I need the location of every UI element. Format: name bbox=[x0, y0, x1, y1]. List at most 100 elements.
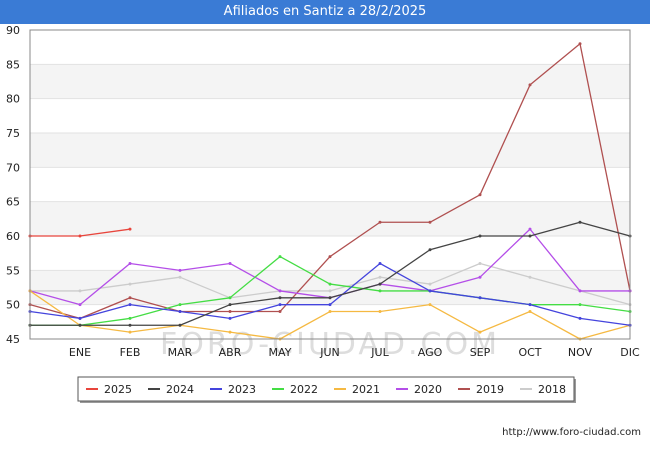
data-point-2023 bbox=[528, 303, 532, 307]
plot-band bbox=[30, 30, 630, 65]
legend-label-2025: 2025 bbox=[104, 383, 132, 396]
data-point-2022 bbox=[178, 303, 182, 307]
x-tick-label: SEP bbox=[470, 346, 491, 359]
data-point-2022 bbox=[378, 289, 382, 293]
y-tick-label: 85 bbox=[6, 58, 20, 71]
data-point-2020 bbox=[78, 303, 82, 307]
plot-band bbox=[30, 167, 630, 202]
x-tick-label: JUL bbox=[370, 346, 389, 359]
legend-label-2018: 2018 bbox=[538, 383, 566, 396]
y-tick-label: 75 bbox=[6, 127, 20, 140]
plot-frame bbox=[29, 29, 631, 340]
data-point-2024 bbox=[78, 323, 82, 327]
data-point-2023 bbox=[78, 316, 82, 320]
data-point-2018 bbox=[78, 289, 82, 293]
footer-url: http://www.foro-ciudad.com bbox=[502, 427, 641, 438]
data-point-2024 bbox=[428, 248, 432, 252]
data-point-2018 bbox=[428, 282, 432, 286]
x-tick-label: MAR bbox=[168, 346, 193, 359]
y-tick-label: 60 bbox=[6, 230, 20, 243]
x-tick-label: AGO bbox=[418, 346, 443, 359]
x-tick-label: DIC bbox=[620, 346, 640, 359]
data-point-2019 bbox=[378, 220, 382, 224]
data-point-2024 bbox=[378, 282, 382, 286]
x-tick-label: FEB bbox=[120, 346, 141, 359]
chart-title: Afiliados en Santiz a 28/2/2025 bbox=[0, 0, 650, 24]
data-point-2022 bbox=[578, 303, 582, 307]
data-point-2022 bbox=[128, 316, 132, 320]
data-point-2019 bbox=[478, 193, 482, 197]
series-layer bbox=[28, 42, 632, 341]
legend-label-2020: 2020 bbox=[414, 383, 442, 396]
data-point-2019 bbox=[428, 220, 432, 224]
data-point-2019 bbox=[278, 310, 282, 314]
data-point-2020 bbox=[578, 289, 582, 293]
data-point-2023 bbox=[428, 289, 432, 293]
legend-label-2022: 2022 bbox=[290, 383, 318, 396]
x-tick-label: MAY bbox=[269, 346, 292, 359]
data-point-2024 bbox=[128, 323, 132, 327]
data-point-2018 bbox=[178, 275, 182, 279]
legend-label-2024: 2024 bbox=[166, 383, 194, 396]
data-point-2020 bbox=[528, 227, 532, 231]
data-point-2024 bbox=[178, 323, 182, 327]
data-point-2024 bbox=[528, 234, 532, 238]
data-point-2018 bbox=[328, 289, 332, 293]
data-point-2024 bbox=[228, 303, 232, 307]
data-point-2019 bbox=[228, 310, 232, 314]
data-point-2024 bbox=[578, 220, 582, 224]
y-axis-ticks: 45 50 55 60 65 70 75 80 85 90 bbox=[6, 24, 20, 346]
data-point-2019 bbox=[578, 42, 582, 46]
data-point-2021 bbox=[428, 303, 432, 307]
x-tick-label: NOV bbox=[568, 346, 593, 359]
data-point-2023 bbox=[578, 316, 582, 320]
data-point-2018 bbox=[128, 282, 132, 286]
legend: 2025 2024 2023 2022 2021 2020 2019 2018 bbox=[77, 376, 576, 403]
legend-label-2023: 2023 bbox=[228, 383, 256, 396]
data-point-2020 bbox=[128, 261, 132, 265]
legend-label-2019: 2019 bbox=[476, 383, 504, 396]
y-tick-label: 45 bbox=[6, 333, 20, 346]
data-point-2023 bbox=[478, 296, 482, 300]
watermark: FORO-CIUDAD.COM bbox=[160, 327, 500, 362]
data-point-2019 bbox=[528, 83, 532, 87]
data-point-2024 bbox=[478, 234, 482, 238]
data-point-2020 bbox=[228, 261, 232, 265]
data-point-2023 bbox=[178, 310, 182, 314]
data-point-2024 bbox=[328, 296, 332, 300]
y-tick-label: 50 bbox=[6, 299, 20, 312]
data-point-2020 bbox=[178, 268, 182, 272]
data-point-2023 bbox=[128, 303, 132, 307]
data-point-2022 bbox=[228, 296, 232, 300]
data-point-2018 bbox=[378, 275, 382, 279]
data-point-2021 bbox=[228, 330, 232, 334]
data-point-2025 bbox=[128, 227, 132, 231]
data-point-2023 bbox=[328, 303, 332, 307]
legend-box bbox=[77, 376, 575, 402]
plot-band bbox=[30, 98, 630, 133]
data-point-2023 bbox=[378, 261, 382, 265]
data-point-2021 bbox=[378, 310, 382, 314]
data-point-2021 bbox=[528, 310, 532, 314]
data-point-2023 bbox=[228, 316, 232, 320]
data-point-2019 bbox=[128, 296, 132, 300]
data-point-2023 bbox=[278, 303, 282, 307]
line-chart: FORO-CIUDAD.COM 45 50 55 60 65 70 75 80 85 90 ENE… bbox=[6, 24, 640, 403]
data-point-2021 bbox=[328, 310, 332, 314]
data-point-2021 bbox=[128, 330, 132, 334]
data-point-2019 bbox=[328, 255, 332, 259]
data-point-2018 bbox=[478, 261, 482, 265]
plot-band bbox=[30, 64, 630, 99]
data-point-2022 bbox=[328, 282, 332, 286]
x-axis-ticks: ENE FEB MAR ABR MAY JUN JUL AGO SEP OCT NOV DIC bbox=[69, 346, 640, 359]
legend-label-2021: 2021 bbox=[352, 383, 380, 396]
data-point-2018 bbox=[528, 275, 532, 279]
x-tick-label: JUN bbox=[319, 346, 340, 359]
y-tick-label: 55 bbox=[6, 264, 20, 277]
y-tick-label: 80 bbox=[6, 93, 20, 106]
x-tick-label: ABR bbox=[219, 346, 242, 359]
data-point-2025 bbox=[78, 234, 82, 238]
y-tick-label: 65 bbox=[6, 196, 20, 209]
plot-band bbox=[30, 133, 630, 168]
x-tick-label: ENE bbox=[69, 346, 91, 359]
